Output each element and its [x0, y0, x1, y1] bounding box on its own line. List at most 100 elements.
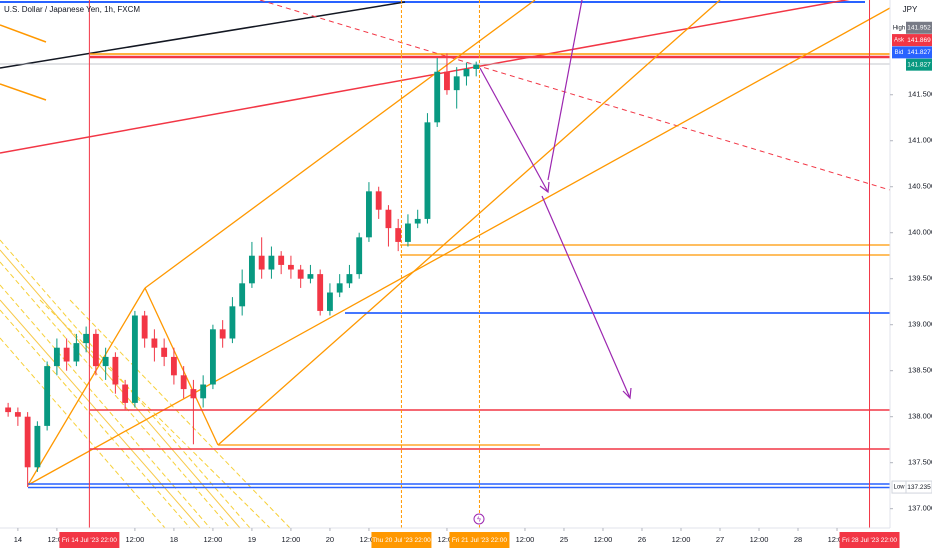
- candle-body: [385, 209, 392, 229]
- x-tick-label: 12:00: [594, 535, 613, 544]
- candle-body: [161, 347, 168, 357]
- trend-line: [0, 83, 47, 101]
- y-tick-label: 140.500: [908, 182, 932, 191]
- time-marker-bg: [371, 532, 432, 548]
- time-marker-label: Fri 21 Jul '23 22:00: [452, 537, 507, 544]
- price-tag-name-bg: [892, 21, 906, 34]
- candle-body: [102, 356, 109, 367]
- dashed-line: [259, 0, 891, 191]
- price-tag-name-bg: [892, 46, 906, 59]
- candle-body: [414, 218, 421, 224]
- price-tag-bg: [906, 46, 932, 59]
- candle-body: [395, 228, 402, 242]
- candle-body: [5, 407, 12, 413]
- candle-body: [34, 425, 41, 468]
- candle-body: [53, 347, 60, 367]
- x-tick-label: 18: [170, 535, 178, 544]
- low-tag-name: Low: [893, 485, 905, 491]
- x-tick-label: 20: [326, 535, 334, 544]
- trend-line: [0, 1, 406, 69]
- candle-body: [287, 264, 294, 270]
- x-tick-label: 12:00: [47, 535, 66, 544]
- y-tick-label: 139.000: [908, 320, 932, 329]
- x-tick-label: 26: [638, 535, 646, 544]
- drawings: [0, 0, 905, 529]
- price-tag-bg: [906, 58, 932, 71]
- x-tick-label: 12:00: [438, 535, 457, 544]
- x-tick-label: 12:00: [360, 535, 379, 544]
- x-tick-label: 27: [716, 535, 724, 544]
- time-marker-bg: [839, 532, 900, 548]
- fib-lines-solid: [0, 249, 241, 529]
- candle-body: [180, 375, 187, 390]
- candle-body: [317, 274, 324, 311]
- x-tick-label: 12:00: [828, 535, 847, 544]
- candle-body: [14, 412, 21, 417]
- x-tick-label: 12:00: [282, 535, 301, 544]
- price-tag-bg: [906, 34, 932, 47]
- candle-body: [151, 338, 158, 348]
- candle-body: [453, 76, 460, 91]
- time-marker-label: Fri 14 Jul '23 22:00: [62, 537, 117, 544]
- candle-body: [346, 274, 353, 284]
- candle-body: [131, 315, 138, 403]
- candle-body: [258, 255, 265, 270]
- y-tick-label: 137.500: [908, 458, 932, 467]
- candle-body: [24, 416, 31, 468]
- x-tick-label: 12:00: [204, 535, 223, 544]
- candle-body: [327, 292, 333, 311]
- parallel-channel: [27, 0, 905, 486]
- x-tick-label: 12:00: [750, 535, 769, 544]
- price-tag-value: 141.827: [907, 49, 931, 56]
- candle-body: [375, 191, 382, 210]
- price-tag-name: High: [893, 25, 905, 31]
- x-tick-label: 25: [560, 535, 568, 544]
- price-axis: [890, 0, 932, 528]
- candle-body: [405, 223, 411, 242]
- x-tick-label: 14: [14, 535, 22, 544]
- price-tag-name: Bid: [895, 50, 904, 56]
- y-tick-label: 138.000: [908, 412, 932, 421]
- time-marker-label: Fri 28 Jul '23 22:00: [842, 537, 897, 544]
- candle-body: [92, 333, 99, 367]
- price-tag-bg: [906, 21, 932, 34]
- candle-body: [141, 315, 148, 339]
- low-tag-bg: [905, 480, 932, 494]
- candle-body: [248, 255, 255, 284]
- candle-body: [209, 329, 216, 385]
- x-tick-label: 28: [794, 535, 802, 544]
- event-icon-glyph: ϟ: [477, 516, 481, 523]
- y-tick-label: 141.500: [908, 90, 932, 99]
- x-tick-label: 12:00: [516, 535, 535, 544]
- price-tag-value: 141.869: [907, 37, 931, 44]
- low-tag-value: 137.235: [907, 484, 931, 491]
- candle-body: [83, 333, 90, 344]
- arrows: [479, 0, 632, 400]
- time-marker-bg: [59, 532, 120, 548]
- y-tick-label: 138.500: [908, 366, 932, 375]
- candle-body: [73, 343, 80, 362]
- candle-body: [434, 71, 441, 123]
- candle-body: [473, 64, 480, 69]
- candle-body: [356, 237, 363, 275]
- candle-body: [307, 274, 314, 279]
- candle-body: [424, 122, 431, 219]
- trend-line: [0, 24, 47, 43]
- candle-body: [239, 283, 246, 307]
- price-tag-value: 141.952: [907, 24, 931, 31]
- candle-body: [444, 71, 450, 91]
- y-tick-label: 140.000: [908, 228, 932, 237]
- candle-body: [278, 255, 285, 265]
- candle-body: [190, 389, 197, 399]
- candle-body: [63, 347, 70, 362]
- time-marker-bg: [449, 532, 510, 548]
- candle-body: [297, 269, 304, 279]
- y-tick-label: 141.000: [908, 136, 932, 145]
- candle-body: [366, 191, 372, 238]
- event-icon[interactable]: [473, 513, 485, 525]
- candle-body: [44, 366, 51, 426]
- candle-body: [200, 384, 207, 399]
- candle-body: [122, 384, 129, 403]
